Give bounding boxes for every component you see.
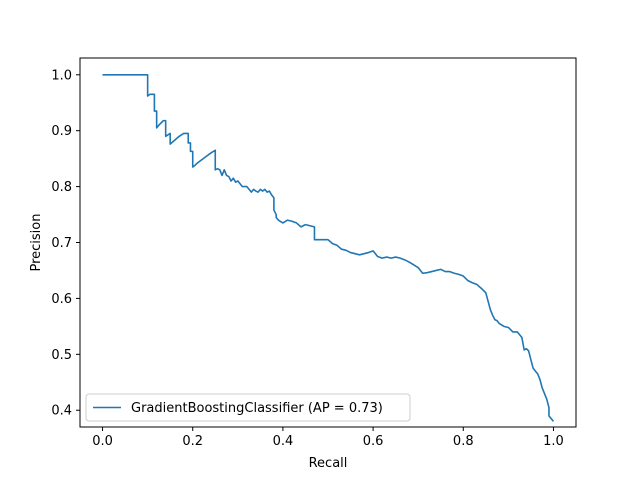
y-tick-label: 0.4 [51, 404, 72, 419]
axis-ticks: 0.0 0.2 0.4 0.6 0.8 1.0 0.4 0.5 0.6 0.7 0.8 0.9 1.0 [51, 68, 563, 449]
series-layer [102, 73, 555, 422]
x-axis-title: Recall [309, 456, 348, 471]
plot-area-frame [79, 57, 577, 428]
x-tick-label: 0.2 [182, 434, 203, 449]
legend-label: GradientBoostingClassifier (AP = 0.73) [131, 401, 383, 416]
series-line-0 [102, 73, 555, 422]
y-tick-label: 0.7 [51, 236, 72, 251]
legend: GradientBoostingClassifier (AP = 0.73) [85, 393, 411, 422]
x-tick-label: 0.0 [92, 434, 113, 449]
legend-box [85, 393, 411, 422]
y-tick-label: 0.5 [51, 348, 72, 363]
y-tick-label: 0.6 [51, 292, 72, 307]
y-axis-title: Precision [29, 213, 44, 271]
y-tick-label: 0.9 [51, 124, 72, 139]
x-tick-label: 1.0 [543, 434, 564, 449]
x-tick-label: 0.4 [273, 434, 294, 449]
x-tick-label: 0.8 [453, 434, 474, 449]
y-tick-label: 0.8 [51, 180, 72, 195]
y-tick-label: 1.0 [51, 68, 72, 83]
x-tick-label: 0.6 [363, 434, 384, 449]
